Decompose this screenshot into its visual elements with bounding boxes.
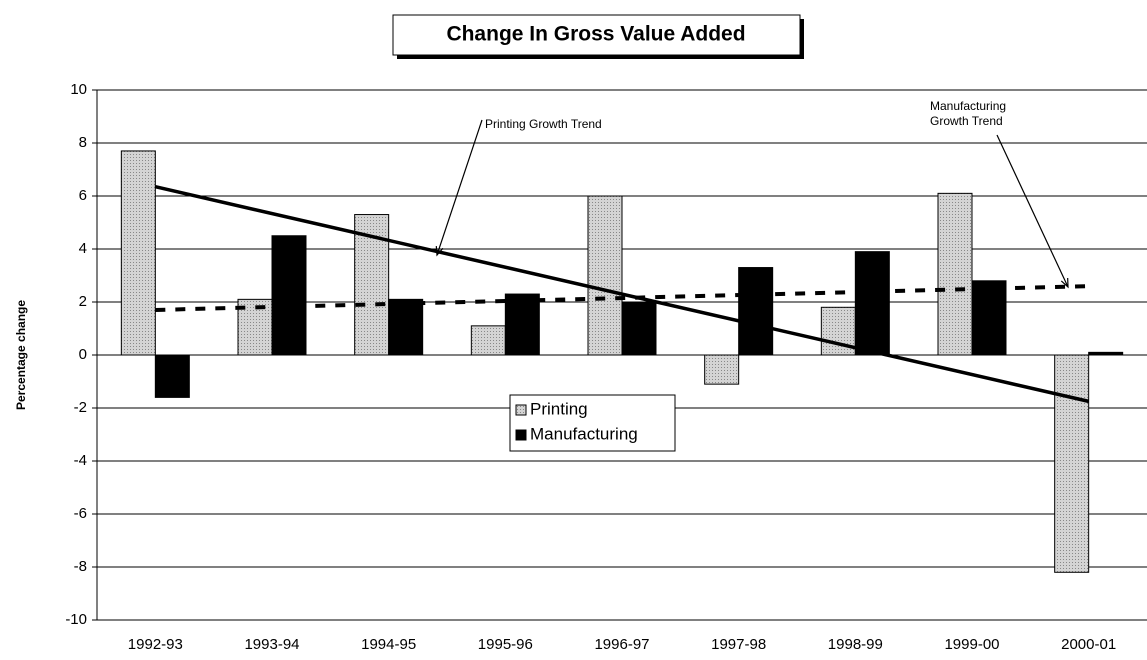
bar [271, 235, 307, 356]
legend-label: Printing [530, 399, 588, 418]
x-tick-label: 1996-97 [594, 636, 649, 653]
bar [971, 280, 1007, 356]
bar [1054, 354, 1090, 573]
legend-box [509, 394, 676, 452]
y-tick-label: 4 [79, 240, 87, 257]
x-tick-label: 1993-94 [244, 636, 299, 653]
bar [1088, 351, 1124, 356]
x-tick-label: 2000-01 [1061, 636, 1116, 653]
y-tick-label: -8 [74, 558, 87, 575]
bar [154, 354, 190, 398]
y-tick-label: 8 [79, 134, 87, 151]
x-tick-label: 1999-00 [944, 636, 999, 653]
legend-swatch [515, 429, 527, 441]
y-tick-label: 2 [79, 293, 87, 310]
x-tick-label: 1998-99 [828, 636, 883, 653]
x-tick-label: 1992-93 [128, 636, 183, 653]
y-axis-label: Percentage change [14, 300, 28, 410]
y-tick-label: 6 [79, 187, 87, 204]
bar [120, 150, 156, 356]
bar [738, 267, 774, 356]
bar [937, 192, 973, 356]
annotation-arrow [996, 134, 1069, 288]
trend-line [155, 284, 1089, 312]
arrow-head [435, 245, 444, 257]
arrow-head [1060, 277, 1069, 289]
bar [704, 354, 740, 385]
bar [470, 325, 506, 356]
annotation: Manufacturing [930, 99, 1006, 113]
bar [504, 293, 540, 356]
x-tick-label: 1995-96 [478, 636, 533, 653]
legend-label: Manufacturing [530, 424, 638, 443]
trend-line [154, 185, 1090, 404]
bar [587, 195, 623, 356]
y-tick-label: 0 [79, 346, 87, 363]
title-box [392, 14, 801, 56]
bar [621, 301, 657, 356]
bar [388, 298, 424, 356]
x-tick-label: 1994-95 [361, 636, 416, 653]
chart-title: Change In Gross Value Added [446, 23, 745, 46]
y-tick-label: -10 [65, 611, 87, 628]
annotation: Growth Trend [930, 114, 1003, 128]
y-tick-label: -6 [74, 505, 87, 522]
bar [854, 251, 890, 356]
x-tick-label: 1997-98 [711, 636, 766, 653]
y-tick-label: -4 [74, 452, 87, 469]
annotation: Printing Growth Trend [485, 117, 602, 131]
y-tick-label: 10 [70, 81, 87, 98]
y-tick-label: -2 [74, 399, 87, 416]
annotation-arrow [436, 119, 483, 256]
legend-swatch [515, 404, 527, 416]
